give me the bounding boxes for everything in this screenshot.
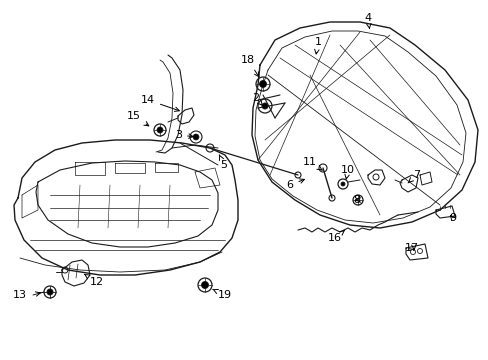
Text: 12: 12 (84, 274, 104, 287)
Circle shape (262, 103, 267, 109)
Circle shape (47, 289, 53, 295)
Text: 18: 18 (241, 55, 258, 77)
Text: 4: 4 (364, 13, 371, 29)
Text: 5: 5 (219, 155, 227, 170)
Circle shape (340, 182, 345, 186)
Text: 15: 15 (127, 111, 148, 126)
Text: 19: 19 (212, 289, 232, 300)
Text: 9: 9 (448, 213, 455, 223)
Text: 1: 1 (314, 37, 321, 54)
Circle shape (157, 127, 163, 133)
Circle shape (193, 134, 199, 140)
Circle shape (201, 282, 208, 288)
Circle shape (259, 81, 266, 87)
Text: 16: 16 (327, 230, 344, 243)
Text: 7: 7 (407, 170, 419, 183)
Text: 10: 10 (340, 165, 354, 179)
Text: 14: 14 (141, 95, 179, 111)
Text: 17: 17 (404, 243, 418, 253)
Text: 13: 13 (13, 290, 27, 300)
Text: 3: 3 (175, 130, 193, 140)
Text: 8: 8 (353, 195, 360, 205)
Text: 11: 11 (303, 157, 322, 170)
Text: 2: 2 (252, 93, 262, 105)
Text: 6: 6 (286, 179, 304, 190)
